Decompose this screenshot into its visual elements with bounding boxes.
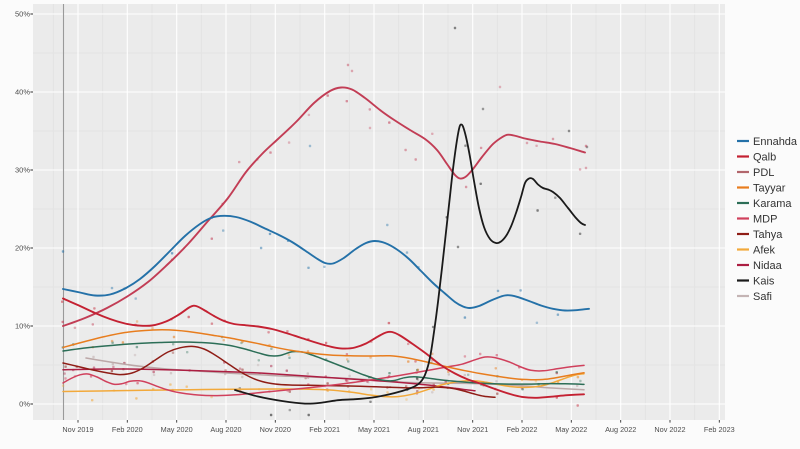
svg-text:Aug 2020: Aug 2020: [210, 425, 241, 434]
svg-text:Tayyar: Tayyar: [753, 182, 786, 194]
svg-text:30%: 30%: [15, 166, 30, 175]
svg-text:Nov 2021: Nov 2021: [457, 425, 488, 434]
svg-text:20%: 20%: [15, 244, 30, 253]
svg-text:0%: 0%: [19, 400, 30, 409]
svg-text:Afek: Afek: [753, 244, 776, 256]
svg-text:Nov 2020: Nov 2020: [260, 425, 291, 434]
svg-text:Nov 2019: Nov 2019: [62, 425, 93, 434]
svg-text:Ennahda: Ennahda: [753, 136, 798, 148]
svg-text:Tahya: Tahya: [753, 229, 783, 241]
svg-text:10%: 10%: [15, 322, 30, 331]
svg-text:40%: 40%: [15, 88, 30, 97]
svg-text:Aug 2022: Aug 2022: [605, 425, 636, 434]
svg-text:Qalb: Qalb: [753, 151, 776, 163]
svg-text:Feb 2022: Feb 2022: [507, 425, 538, 434]
svg-text:Kais: Kais: [753, 275, 775, 287]
svg-text:MDP: MDP: [753, 213, 777, 225]
svg-text:May 2022: May 2022: [555, 425, 587, 434]
svg-text:Aug 2021: Aug 2021: [408, 425, 439, 434]
svg-text:May 2021: May 2021: [358, 425, 390, 434]
svg-text:May 2020: May 2020: [161, 425, 193, 434]
svg-text:Feb 2021: Feb 2021: [309, 425, 340, 434]
svg-text:50%: 50%: [15, 10, 30, 19]
svg-text:PDL: PDL: [753, 167, 774, 179]
svg-text:Feb 2023: Feb 2023: [704, 425, 735, 434]
svg-text:Nidaa: Nidaa: [753, 260, 783, 272]
svg-text:Karama: Karama: [753, 198, 792, 210]
svg-text:Feb 2020: Feb 2020: [112, 425, 143, 434]
svg-text:Safi: Safi: [753, 291, 772, 303]
svg-text:Nov 2022: Nov 2022: [654, 425, 685, 434]
